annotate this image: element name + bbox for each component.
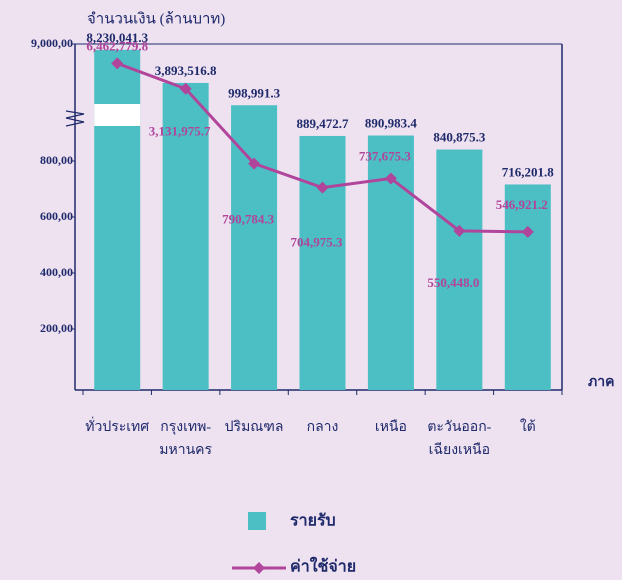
line-marker: [248, 157, 261, 170]
bar: [162, 82, 209, 390]
x-tick-label: เฉียงเหนือ: [429, 442, 490, 458]
line-value-label: 3,131,975.7: [149, 124, 211, 139]
x-axis-title: ภาค: [588, 375, 614, 390]
axis-break-gap: [94, 104, 141, 126]
bar-value-label: 3,893,516.8: [155, 63, 217, 78]
axis-break: [65, 110, 85, 127]
line-value-label: 790,784.3: [222, 212, 275, 227]
bar-value-label: 889,472.7: [297, 116, 350, 131]
y-tick-label: 600,00: [40, 209, 73, 223]
x-tick-label: มหานคร: [159, 443, 212, 458]
legend-swatch: [248, 512, 266, 530]
bar-value-label: 890,983.4: [365, 116, 418, 131]
x-tick-label: ใต้: [520, 418, 536, 435]
x-tick-label: กรุงเทพ-: [160, 420, 211, 435]
y-tick-label: 9,000,00: [31, 36, 73, 50]
bar: [231, 105, 278, 390]
legend-label: รายรับ: [290, 512, 336, 530]
bar: [94, 49, 141, 390]
line-value-label: 6,462,779.8: [86, 38, 148, 53]
bar-value-label: 840,875.3: [433, 130, 486, 145]
line-marker: [384, 172, 397, 185]
line-marker: [316, 181, 329, 194]
line-value-label: 550,448.0: [427, 275, 479, 290]
y-tick-label: 400,00: [40, 265, 73, 279]
x-tick-label: ปริมณฑล: [225, 420, 284, 435]
line-marker: [179, 82, 192, 95]
line-value-label: 546,921.2: [496, 197, 548, 212]
x-tick-label: ตะวันออก-: [427, 420, 491, 435]
y-tick-label: 200,00: [40, 321, 73, 335]
bar: [504, 184, 551, 390]
bar: [436, 149, 483, 390]
line-marker: [111, 57, 124, 70]
line-marker: [521, 225, 534, 238]
bar-value-label: 8,230,041.3: [86, 30, 148, 45]
bar-value-label: 716,201.8: [502, 164, 555, 179]
y-axis-title: จำนวนเงิน (ล้านบาท): [87, 10, 225, 27]
bar-value-label: 998,991.3: [228, 85, 281, 100]
x-tick-label: ทั่วประเทศ: [85, 417, 149, 435]
y-tick-label: 800,00: [40, 153, 73, 167]
x-tick-label: เหนือ: [375, 419, 407, 435]
x-tick-label: กลาง: [307, 420, 339, 435]
legend-marker: [253, 562, 265, 574]
line-value-label: 737,675.3: [359, 148, 412, 163]
legend-label: ค่าใช้จ่าย: [290, 557, 356, 576]
line-value-label: 704,975.3: [291, 235, 344, 250]
line-marker: [453, 224, 466, 237]
bar: [299, 135, 346, 390]
